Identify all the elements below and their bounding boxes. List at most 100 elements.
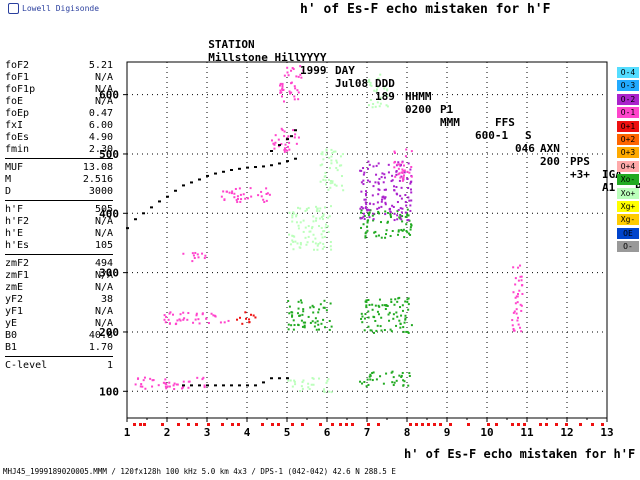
echo-point xyxy=(383,329,386,332)
echo-point xyxy=(396,210,399,213)
echo-point xyxy=(359,380,362,383)
echo-point xyxy=(328,328,331,331)
echo-point xyxy=(511,319,514,322)
echo-point xyxy=(302,230,305,233)
echo-point xyxy=(388,311,391,314)
legend-item: OE xyxy=(617,227,639,239)
echo-point xyxy=(334,150,337,153)
trace-point xyxy=(158,200,161,203)
frequency-marker xyxy=(301,423,304,426)
echo-point xyxy=(406,298,409,301)
echo-point xyxy=(325,309,328,312)
echo-point xyxy=(520,304,523,307)
echo-point xyxy=(335,166,338,169)
echo-point xyxy=(287,74,290,77)
echo-point xyxy=(310,383,313,386)
trace-point xyxy=(174,189,177,192)
echo-point xyxy=(400,197,403,200)
echo-point xyxy=(401,177,404,180)
echo-point xyxy=(391,179,394,182)
echo-point xyxy=(248,321,251,324)
echo-point xyxy=(517,323,520,326)
trace-point xyxy=(278,377,281,380)
trace-point xyxy=(278,162,281,165)
echo-point xyxy=(512,311,515,314)
echo-point xyxy=(395,186,398,189)
echo-point xyxy=(369,84,372,87)
echo-point xyxy=(368,303,371,306)
echo-point xyxy=(366,179,369,182)
echo-point xyxy=(407,303,410,306)
echo-point xyxy=(164,385,167,388)
trace-point xyxy=(198,178,201,181)
echo-point xyxy=(291,385,294,388)
echo-point xyxy=(383,188,386,191)
echo-point xyxy=(359,217,362,220)
echo-point xyxy=(286,145,289,148)
echo-point xyxy=(288,148,291,151)
trace-point xyxy=(230,384,233,387)
echo-point xyxy=(375,329,378,332)
echo-point xyxy=(515,308,518,311)
trace-point xyxy=(246,384,249,387)
echo-point xyxy=(401,161,404,164)
echo-point xyxy=(360,190,363,193)
hdr-hhmm: HHMM xyxy=(405,90,432,103)
echo-point xyxy=(292,248,295,251)
echo-point xyxy=(330,159,333,162)
echo-point xyxy=(362,212,365,215)
echo-point xyxy=(291,220,294,223)
footer-info: MHJ45_1999189020005.MMM / 120fx128h 100 … xyxy=(3,467,396,476)
x-tick-label: 8 xyxy=(404,426,411,439)
echo-point xyxy=(281,129,284,132)
echo-point xyxy=(397,173,400,176)
echo-point xyxy=(368,216,371,219)
echo-point xyxy=(302,321,305,324)
frequency-marker xyxy=(415,423,418,426)
legend-item: O+1 xyxy=(617,120,639,132)
echo-point xyxy=(182,318,185,321)
trace-point xyxy=(206,384,209,387)
echo-point xyxy=(403,321,406,324)
frequency-marker xyxy=(579,423,582,426)
echo-point xyxy=(299,243,302,246)
echo-point xyxy=(407,331,410,334)
echo-point xyxy=(339,155,342,158)
echo-point xyxy=(307,315,310,318)
echo-point xyxy=(236,318,239,321)
echo-point xyxy=(364,190,367,193)
param-value: 13.08 xyxy=(82,162,113,173)
echo-point xyxy=(399,164,402,167)
echo-point xyxy=(242,193,245,196)
echo-point xyxy=(163,318,166,321)
echo-point xyxy=(362,215,365,218)
echo-point xyxy=(368,180,371,183)
echo-point xyxy=(287,328,290,331)
echo-point xyxy=(375,88,378,91)
echo-point xyxy=(286,149,289,152)
params-group-profile: zmF2 494 zmF1 N/A zmE N/A yF2 38 yF1 N/A yE N/A B0 40… xyxy=(5,258,113,354)
frequency-marker xyxy=(377,423,380,426)
echo-point xyxy=(382,181,385,184)
echo-point xyxy=(192,254,195,257)
echo-point xyxy=(408,171,411,174)
echo-point xyxy=(410,324,413,327)
echo-point xyxy=(168,312,171,315)
echo-point xyxy=(520,309,523,312)
echo-point xyxy=(299,73,302,76)
echo-point xyxy=(386,220,389,223)
echo-point xyxy=(317,323,320,326)
param-row: h'F2 N/A xyxy=(5,216,113,228)
echo-point xyxy=(406,231,409,234)
echo-point xyxy=(330,248,333,251)
param-value: 2.30 xyxy=(88,144,113,155)
echo-point xyxy=(514,296,517,299)
param-name: foEs xyxy=(5,132,30,143)
echo-point xyxy=(403,236,406,239)
trace-point xyxy=(190,384,193,387)
echo-point xyxy=(176,319,179,322)
echo-point xyxy=(305,207,308,210)
echo-point xyxy=(257,194,260,197)
param-row: h'F 505 xyxy=(5,204,113,216)
